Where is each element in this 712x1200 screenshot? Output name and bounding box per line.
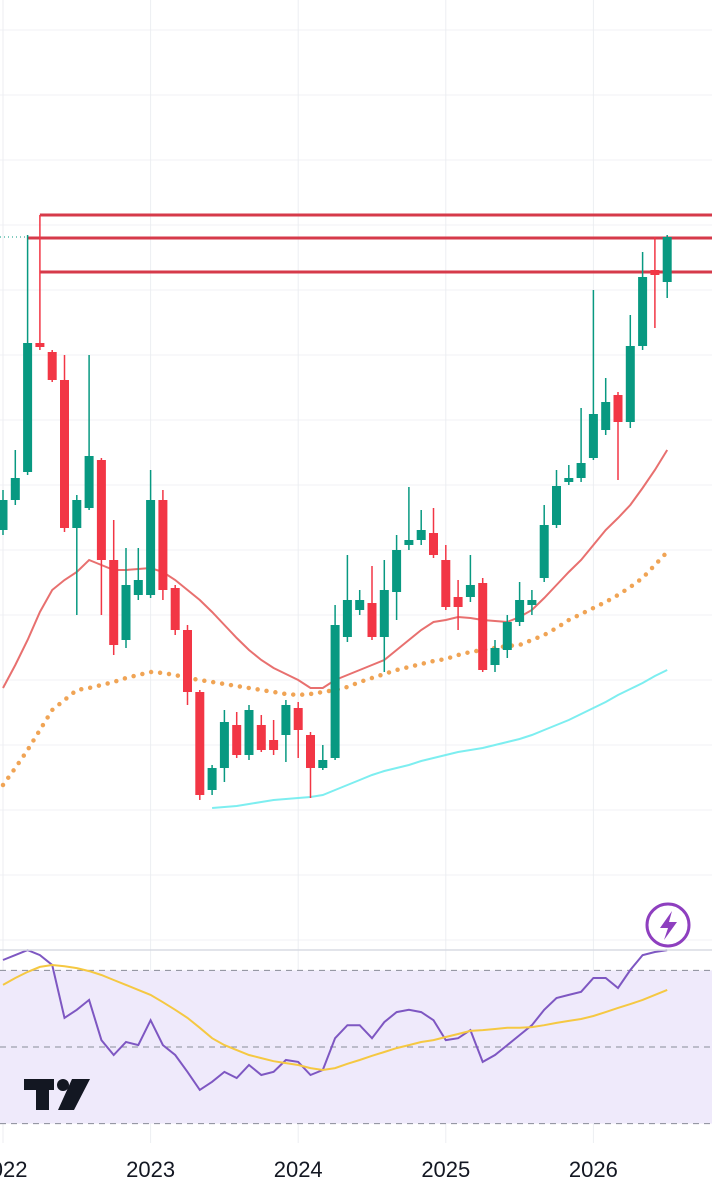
rsi-line (2, 949, 668, 1092)
x-axis: 2022 2023 2024 2025 2026 (0, 1157, 618, 1182)
candle-body (306, 735, 315, 768)
candle-body (465, 585, 475, 597)
candle-body (72, 500, 82, 528)
candle-body (625, 346, 635, 422)
candle-body (379, 590, 389, 637)
moving-average (212, 669, 668, 809)
candle-body (662, 237, 672, 282)
candle-body (552, 486, 561, 525)
candle-body (404, 540, 414, 545)
candle-body (601, 402, 611, 430)
candle-body (219, 722, 229, 768)
x-tick-label: 2024 (274, 1157, 323, 1182)
candle-body (441, 560, 451, 607)
tradingview-logo (24, 1079, 90, 1110)
candle-body (588, 414, 598, 458)
candle-body (96, 460, 106, 560)
candle-body (502, 622, 512, 650)
candle-body (367, 603, 377, 637)
candle-body (490, 648, 500, 665)
candle-body (170, 588, 180, 630)
candle-body (195, 692, 205, 795)
candle-body (158, 500, 168, 590)
candle-body (84, 456, 94, 508)
candle-body (576, 463, 586, 478)
candle-body (564, 478, 574, 482)
candle-body (515, 600, 525, 622)
price-panel (0, 213, 712, 809)
x-tick-label: 2022 (0, 1157, 27, 1182)
candle-body (207, 768, 217, 790)
x-tick-label: 2023 (126, 1157, 175, 1182)
candle-body (269, 740, 279, 750)
candle-body (416, 530, 426, 540)
x-tick-label: 2025 (421, 1157, 470, 1182)
candle-body (392, 550, 402, 592)
candle-body (527, 600, 537, 605)
candle-body (478, 583, 488, 670)
rsi-panel (0, 949, 712, 1125)
candle-body (244, 710, 254, 755)
candle-body (10, 478, 20, 500)
x-tick-label: 2026 (569, 1157, 618, 1182)
candle-body (330, 625, 340, 758)
candle-body (232, 725, 242, 755)
candle-body (23, 343, 33, 472)
candle-body (293, 708, 303, 730)
candle-body (539, 525, 549, 578)
candle-body (121, 585, 131, 640)
candle-body (35, 343, 45, 347)
alert-button[interactable] (645, 902, 691, 948)
candle-body (429, 533, 438, 555)
candle-body (342, 600, 352, 637)
candle-body (109, 560, 119, 645)
candle-body (638, 277, 648, 346)
candle-body (281, 705, 291, 735)
candle-body (613, 395, 623, 422)
candle-body (453, 597, 463, 607)
candle-body (650, 270, 660, 275)
candle-body (183, 630, 192, 692)
candle-body (355, 600, 365, 610)
candle-body (146, 500, 156, 595)
candle-body (318, 760, 328, 768)
candle-body (47, 352, 57, 380)
candle-body (256, 725, 266, 750)
candle-body (0, 500, 8, 530)
rsi-line (2, 963, 668, 1072)
candle-body (133, 580, 143, 595)
candle-body (60, 380, 69, 528)
